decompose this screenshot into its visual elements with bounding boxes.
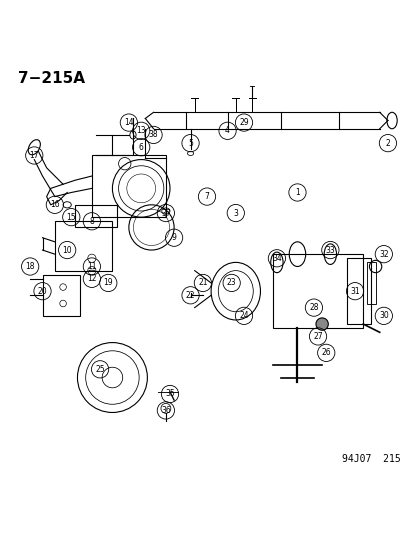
Text: 34: 34 — [271, 254, 281, 263]
Text: 18: 18 — [25, 262, 35, 271]
Bar — [272, 254, 362, 328]
Text: 37: 37 — [161, 208, 170, 217]
Text: 94J07  215: 94J07 215 — [341, 454, 399, 464]
Text: 3: 3 — [233, 208, 237, 217]
Circle shape — [315, 318, 328, 330]
Text: 21: 21 — [198, 278, 207, 287]
Text: 16: 16 — [50, 200, 59, 209]
Text: 24: 24 — [239, 311, 248, 320]
Text: 8: 8 — [89, 217, 94, 226]
Text: 7: 7 — [204, 192, 209, 201]
Text: 29: 29 — [239, 118, 248, 127]
Text: 2: 2 — [385, 139, 389, 148]
Text: 22: 22 — [185, 291, 195, 300]
Text: 25: 25 — [95, 365, 104, 374]
Text: 15: 15 — [66, 213, 76, 222]
Text: 12: 12 — [87, 274, 96, 284]
Text: 19: 19 — [103, 278, 113, 287]
Text: 30: 30 — [378, 311, 388, 320]
Text: 38: 38 — [148, 131, 158, 140]
Text: 23: 23 — [226, 278, 236, 287]
Text: 14: 14 — [124, 118, 133, 127]
Text: 6: 6 — [138, 143, 143, 152]
Text: 10: 10 — [62, 246, 72, 255]
Bar — [92, 156, 166, 217]
Text: 35: 35 — [165, 390, 174, 399]
Text: 11: 11 — [87, 262, 96, 271]
Bar — [75, 205, 116, 228]
Text: 26: 26 — [320, 349, 330, 357]
Text: 17: 17 — [29, 151, 39, 160]
Text: 1: 1 — [294, 188, 299, 197]
Text: 20: 20 — [38, 287, 47, 296]
Text: 32: 32 — [378, 249, 388, 259]
Bar — [346, 259, 370, 324]
Text: 33: 33 — [325, 246, 335, 255]
Bar — [43, 274, 79, 316]
Text: 9: 9 — [171, 233, 176, 242]
Bar — [55, 221, 112, 271]
Text: 28: 28 — [309, 303, 318, 312]
Bar — [366, 262, 375, 303]
Text: 31: 31 — [349, 287, 359, 296]
Text: 5: 5 — [188, 139, 192, 148]
Text: 27: 27 — [313, 332, 322, 341]
Text: 4: 4 — [225, 126, 230, 135]
Text: 13: 13 — [136, 126, 146, 135]
Text: 7−215A: 7−215A — [18, 71, 85, 86]
Text: 36: 36 — [161, 406, 170, 415]
